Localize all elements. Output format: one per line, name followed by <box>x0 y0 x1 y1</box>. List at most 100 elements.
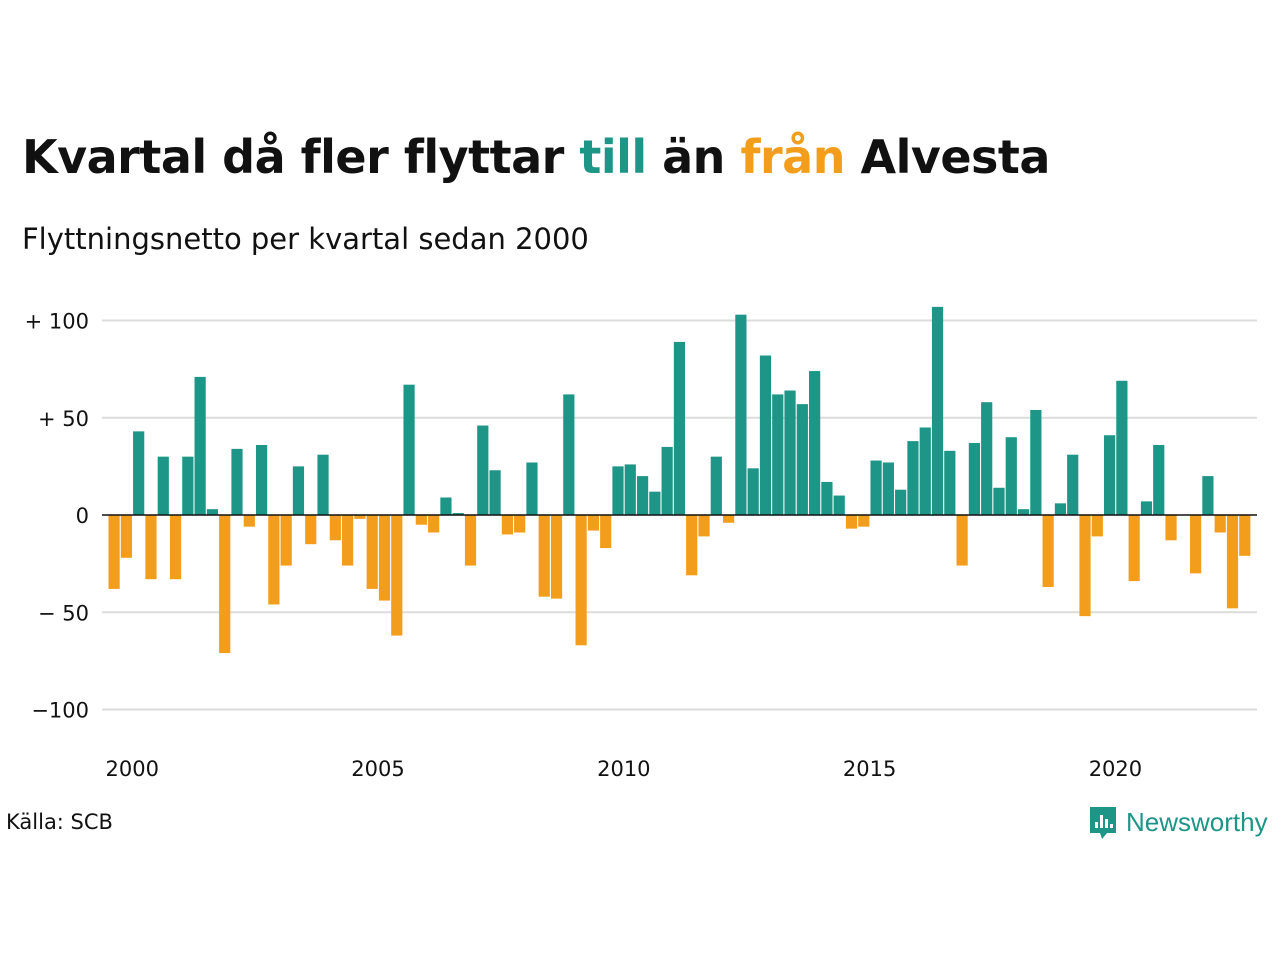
bar-negative <box>956 515 968 566</box>
bar-negative <box>415 515 427 525</box>
bar-negative <box>845 515 858 529</box>
bar-negative <box>686 515 698 576</box>
brand-logo: Newsworthy <box>1088 804 1268 840</box>
bar-positive <box>710 456 722 515</box>
bar-positive <box>895 489 907 515</box>
bar-negative <box>243 515 255 527</box>
bar-positive <box>747 468 759 515</box>
bar-positive <box>796 404 808 515</box>
bar-positive <box>612 466 624 516</box>
bar-positive <box>255 444 268 515</box>
bar-positive <box>624 464 636 515</box>
x-tick-label: 2000 <box>106 757 159 781</box>
bar-negative <box>858 515 870 527</box>
bar-positive <box>206 509 219 515</box>
bar-positive <box>931 306 944 515</box>
bar-positive <box>1202 476 1214 515</box>
bar-negative <box>366 515 378 589</box>
bar-positive <box>1017 509 1030 515</box>
bar-positive <box>1140 501 1153 515</box>
bar-positive <box>661 446 673 516</box>
bar-negative <box>280 515 292 566</box>
x-tick-label: 2005 <box>351 757 404 781</box>
bars <box>108 306 1251 654</box>
bar-positive <box>907 441 919 515</box>
bar-negative <box>723 515 735 523</box>
bar-negative <box>600 515 612 549</box>
bar-negative <box>514 515 526 533</box>
bar-negative <box>1214 515 1226 533</box>
bar-negative <box>305 515 317 545</box>
bar-negative <box>538 515 550 597</box>
bar-negative <box>575 515 587 646</box>
bar-positive <box>1116 380 1128 515</box>
bar-negative <box>145 515 157 580</box>
bar-positive <box>1067 454 1079 515</box>
bar-negative <box>342 515 354 566</box>
bar-negative <box>169 515 182 580</box>
bar-negative <box>1091 515 1103 537</box>
bar-positive <box>821 481 833 515</box>
bar-positive <box>944 450 956 515</box>
bar-negative <box>698 515 710 537</box>
bar-positive <box>772 394 784 515</box>
bar-positive <box>981 402 993 515</box>
title-word-fran: från <box>740 130 845 184</box>
bar-positive <box>292 466 305 516</box>
bar-positive <box>649 491 661 515</box>
bar-positive <box>477 425 489 515</box>
bar-positive <box>182 456 194 515</box>
bar-positive <box>968 443 980 515</box>
bar-positive <box>673 341 686 515</box>
y-tick-label: + 50 <box>38 407 89 431</box>
bar-positive <box>194 376 206 515</box>
bar-negative <box>501 515 513 535</box>
bar-negative <box>1190 515 1202 574</box>
y-tick-label: −100 <box>31 699 89 723</box>
bar-negative <box>120 515 132 558</box>
bar-negative <box>1226 515 1239 609</box>
bar-positive <box>440 497 452 515</box>
bar-negative <box>354 515 366 519</box>
bar-positive <box>882 462 894 516</box>
brand-name: Newsworthy <box>1126 806 1268 837</box>
bar-positive <box>489 470 501 515</box>
bar-positive <box>231 448 243 515</box>
bar-positive <box>784 390 796 515</box>
title-word-till: till <box>579 130 647 184</box>
bar-negative <box>378 515 391 601</box>
x-tick-label: 2010 <box>597 757 650 781</box>
bar-positive <box>809 371 821 515</box>
bar-positive <box>403 384 415 515</box>
chart-subtitle: Flyttningsnetto per kvartal sedan 2000 <box>22 222 589 256</box>
title-part-2: än <box>646 130 741 184</box>
bar-positive <box>833 495 845 515</box>
chart-title: Kvartal då fler flyttar till än från Alv… <box>22 130 1050 184</box>
bar-negative <box>329 515 341 541</box>
y-tick-label: 0 <box>76 504 89 528</box>
bar-negative <box>391 515 403 636</box>
bar-negative <box>1042 515 1054 587</box>
bar-positive <box>1005 437 1017 515</box>
bar-positive <box>1153 444 1165 515</box>
bar-positive <box>157 456 169 515</box>
x-tick-label: 2015 <box>843 757 896 781</box>
bar-positive <box>133 431 145 516</box>
title-part-3: Alvesta <box>844 130 1050 184</box>
bar-negative <box>108 515 120 589</box>
newsworthy-logo-icon <box>1090 807 1116 839</box>
bar-negative <box>550 515 563 599</box>
bar-positive <box>563 394 575 515</box>
bar-positive <box>636 476 649 515</box>
bar-negative <box>587 515 600 531</box>
bar-positive <box>993 487 1005 515</box>
bar-positive <box>1103 435 1116 515</box>
bar-positive <box>452 513 464 515</box>
title-part-1: Kvartal då fler flyttar <box>22 130 580 184</box>
bar-positive <box>526 462 538 516</box>
bar-positive <box>759 355 772 515</box>
x-tick-label: 2020 <box>1089 757 1142 781</box>
bar-negative <box>428 515 440 533</box>
bar-positive <box>919 427 931 516</box>
bar-positive <box>870 460 882 515</box>
